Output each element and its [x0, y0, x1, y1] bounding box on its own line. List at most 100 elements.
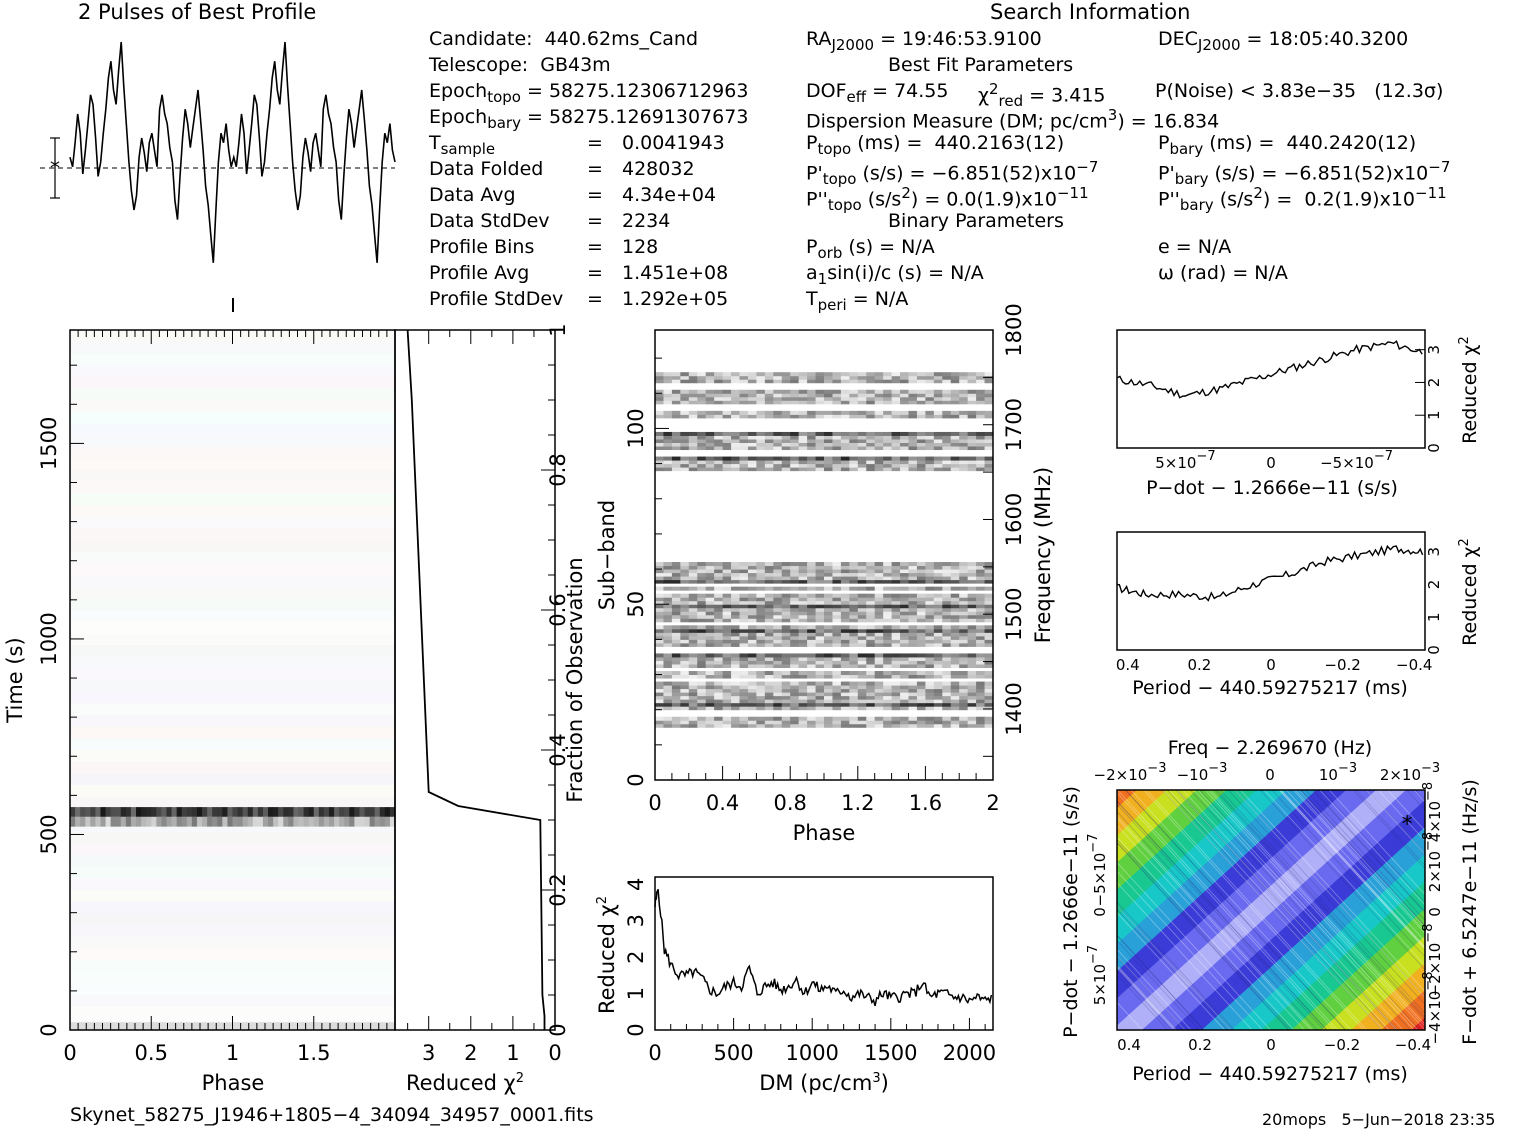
subband-cell	[764, 653, 774, 658]
pddot-topo-exp: −11	[1056, 184, 1089, 202]
subband-cell	[705, 681, 715, 686]
subband-cell	[807, 446, 817, 451]
subband-cell	[705, 438, 715, 443]
subband-cell	[908, 576, 918, 581]
subband-cell	[688, 716, 698, 721]
subband-cell	[671, 438, 681, 443]
subband-cell	[866, 671, 876, 676]
subband-cell	[984, 467, 994, 472]
subband-cell	[739, 642, 749, 647]
subband-cell	[697, 446, 707, 451]
subband-cell	[671, 442, 681, 447]
time-pulse-cell	[75, 816, 81, 827]
subband-cell	[705, 576, 715, 581]
subband-cell	[908, 375, 918, 380]
subband-cell	[756, 586, 766, 591]
subband-cell	[933, 674, 943, 679]
time-row-band	[70, 913, 395, 926]
subband-cell	[739, 396, 749, 401]
subband-cell	[697, 600, 707, 605]
subband-cell	[714, 414, 724, 419]
subband-cell	[663, 720, 673, 725]
subband-cell	[705, 685, 715, 690]
subband-cell	[866, 720, 876, 725]
subband-cell	[705, 695, 715, 700]
subband-cell	[663, 625, 673, 630]
subband-cell	[747, 435, 757, 440]
subband-cell	[764, 692, 774, 697]
subband-cell	[857, 685, 867, 690]
time-pulse-cell	[146, 816, 152, 827]
subband-cell	[883, 467, 893, 472]
time-pulse-cell	[191, 816, 198, 827]
subband-cell	[891, 410, 901, 415]
subband-cell	[714, 600, 724, 605]
subband-cell	[950, 660, 960, 665]
subband-cell	[747, 400, 757, 405]
time-pulse-cell	[136, 807, 142, 817]
subband-cell	[747, 467, 757, 472]
time-row-band	[70, 540, 395, 553]
subband-cell	[874, 414, 884, 419]
subband-cell	[714, 628, 724, 633]
subband-cell	[933, 372, 943, 377]
a1-sub: 1	[817, 269, 828, 288]
subband-cell	[840, 400, 850, 405]
time-pulse-cell	[257, 807, 264, 817]
subband-cell	[824, 625, 833, 630]
time-pulse-cell	[171, 816, 178, 827]
time-pulse-cell	[288, 816, 294, 827]
time-pulse-cell	[293, 816, 300, 827]
subband-cell	[933, 656, 943, 661]
time-pulse-cell	[115, 807, 122, 817]
subband-cell	[807, 442, 817, 447]
subband-cell	[925, 597, 935, 602]
subband-cell	[680, 716, 690, 721]
info-row-label: Data Avg	[429, 184, 516, 206]
subband-cell	[824, 706, 833, 711]
tsample-sub: sample	[440, 139, 496, 158]
subband-cell	[790, 685, 800, 690]
subband-cell	[874, 660, 884, 665]
subband-cell	[798, 463, 808, 468]
subband-cell	[697, 653, 707, 658]
pp-streak	[1366, 790, 1425, 855]
subband-cell	[764, 438, 774, 443]
pp-streak	[1278, 790, 1425, 950]
dof-sub: eff	[846, 87, 867, 106]
subband-cell	[815, 435, 825, 440]
subband-cell	[967, 635, 977, 640]
subband-cell	[933, 639, 943, 644]
subband-cell	[933, 393, 943, 398]
pddot-topo-label: P''	[806, 188, 828, 211]
subband-cell	[950, 674, 960, 679]
subband-cell	[849, 372, 859, 377]
dm-xtick-label: 2000	[943, 1041, 996, 1065]
subband-cell	[891, 695, 901, 700]
pddot-bary-sub: bary	[1179, 196, 1214, 215]
time-pulse-cell	[237, 816, 244, 827]
subband-cell	[908, 607, 918, 612]
omega-line: ω (rad) = N/A	[1158, 262, 1288, 284]
subband-cell	[671, 460, 681, 465]
time-row-band	[70, 470, 395, 483]
subband-cell	[705, 414, 715, 419]
subband-cell	[857, 660, 867, 665]
subband-cell	[798, 597, 808, 602]
subband-cell	[663, 628, 673, 633]
subband-cell	[883, 618, 893, 623]
subband-cell	[933, 579, 943, 584]
subband-cell	[891, 618, 901, 623]
subband-cell	[705, 663, 715, 668]
subband-cell	[824, 396, 833, 401]
subband-cell	[773, 604, 783, 609]
subband-cell	[849, 671, 859, 676]
subband-cell	[942, 438, 952, 443]
time-pulse-cell	[379, 816, 386, 827]
subband-cell	[959, 393, 969, 398]
info-row-label: Profile Avg	[429, 262, 530, 284]
subband-cell	[950, 604, 960, 609]
subband-cell	[790, 639, 800, 644]
subband-cell	[840, 414, 850, 419]
subband-cell	[916, 660, 926, 665]
